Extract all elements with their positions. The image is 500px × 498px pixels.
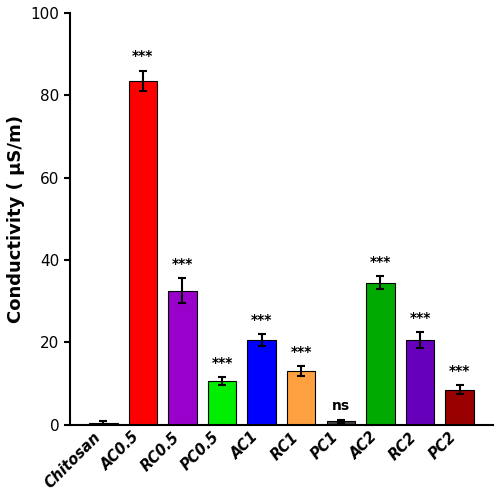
Bar <box>168 291 196 425</box>
Text: ***: *** <box>251 313 272 327</box>
Bar <box>89 422 118 425</box>
Text: ***: *** <box>212 356 233 370</box>
Bar <box>128 81 157 425</box>
Bar <box>406 340 434 425</box>
Text: ***: *** <box>410 311 430 325</box>
Bar <box>366 282 394 425</box>
Text: ns: ns <box>332 399 350 413</box>
Text: ***: *** <box>132 49 154 63</box>
Bar <box>446 389 474 425</box>
Text: ***: *** <box>290 345 312 359</box>
Bar <box>287 371 316 425</box>
Text: ***: *** <box>172 257 193 271</box>
Bar <box>326 421 355 425</box>
Text: ***: *** <box>370 255 391 269</box>
Bar <box>248 340 276 425</box>
Text: ***: *** <box>449 364 470 378</box>
Bar <box>208 381 236 425</box>
Y-axis label: Conductivity ( μS/m): Conductivity ( μS/m) <box>7 115 25 323</box>
